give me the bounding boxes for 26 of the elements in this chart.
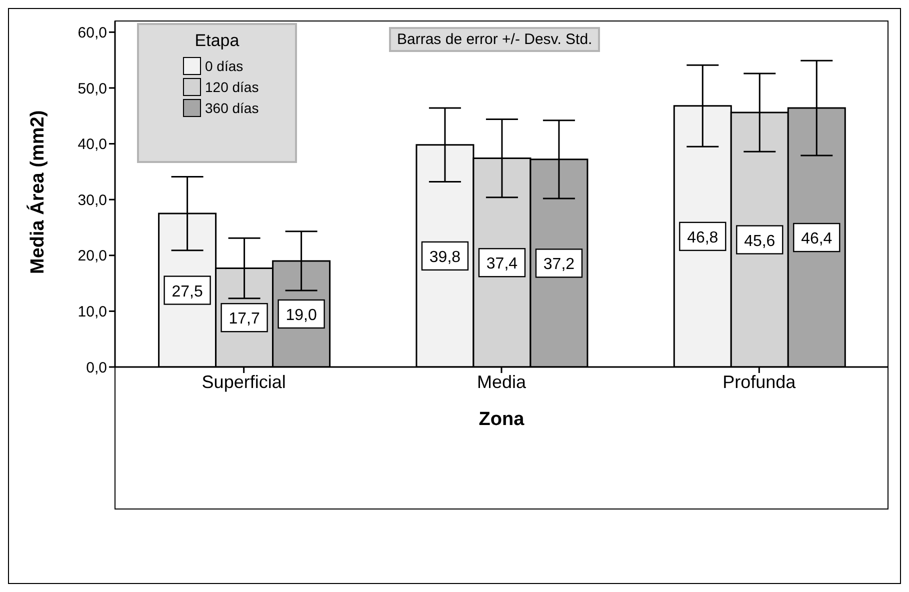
y-tick-label: 10,0 xyxy=(78,304,107,321)
y-tick-label: 0,0 xyxy=(86,359,107,376)
data-label: 46,8 xyxy=(687,229,718,246)
y-tick-label: 60,0 xyxy=(78,24,107,42)
data-label: 17,7 xyxy=(228,310,260,328)
legend-title: Etapa xyxy=(194,31,240,51)
y-tick-label: 30,0 xyxy=(78,192,107,209)
annotation: Barras de error +/- Desv. Std. xyxy=(389,27,600,52)
data-label: 45,6 xyxy=(744,232,776,250)
data-label: 46,4 xyxy=(801,230,832,248)
y-tick-label: 50,0 xyxy=(78,80,107,98)
legend-label: 120 días xyxy=(204,78,260,96)
x-tick-label: Profunda xyxy=(722,372,797,392)
legend-label: 360 días xyxy=(204,99,260,117)
y-tick-label: 20,0 xyxy=(78,248,107,265)
x-tick-label: Superficial xyxy=(202,372,286,392)
legend-label: 0 días xyxy=(204,57,244,75)
data-label: 37,2 xyxy=(543,256,575,274)
x-axis-title: Zona xyxy=(478,409,525,430)
data-label: 27,5 xyxy=(172,283,203,300)
y-tick-label: 40,0 xyxy=(78,136,107,154)
y-axis-title: Media Área (mm2) xyxy=(26,110,49,274)
data-label: 37,4 xyxy=(486,256,518,273)
data-label: 19,0 xyxy=(286,306,317,324)
data-label: 39,8 xyxy=(429,248,461,266)
x-tick-label: Media xyxy=(476,372,527,392)
